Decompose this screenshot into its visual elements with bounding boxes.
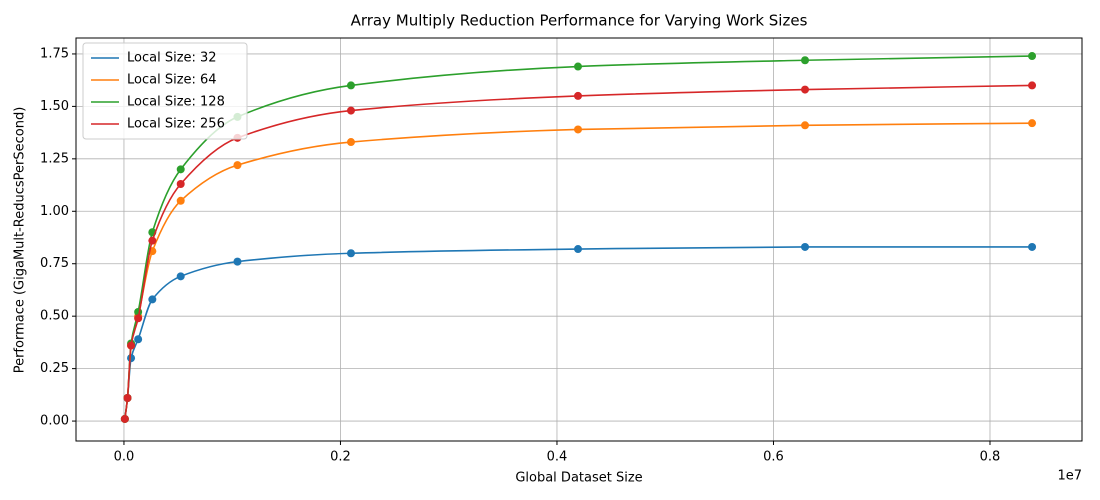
y-tick-label: 0.50 [40, 309, 69, 324]
plot-frame [75, 37, 1083, 442]
data-point [801, 242, 810, 251]
data-point [574, 125, 583, 134]
data-point [233, 257, 242, 266]
legend-label: Local Size: 256 [127, 117, 225, 132]
legend-label: Local Size: 64 [127, 73, 217, 88]
data-point [148, 295, 157, 304]
data-point [574, 245, 583, 254]
data-point [134, 314, 143, 323]
x-tick-label: 0.4 [547, 450, 568, 465]
legend-label: Local Size: 32 [127, 51, 217, 66]
data-point [801, 56, 810, 65]
y-tick-label: 0.00 [40, 414, 69, 429]
y-tick-label: 1.50 [40, 99, 69, 114]
data-point [176, 272, 185, 281]
legend: Local Size: 32 Local Size: 64 Local Size: … [82, 42, 248, 140]
data-point [346, 81, 355, 90]
x-tick-label: 0.8 [980, 450, 1001, 465]
data-point [127, 354, 136, 363]
data-point [120, 414, 129, 423]
data-point [123, 393, 132, 402]
y-tick-label: 1.00 [40, 204, 69, 219]
data-point [233, 161, 242, 170]
series-line [124, 122, 1033, 420]
y-tick-label: 0.75 [40, 256, 69, 271]
data-point [346, 106, 355, 115]
data-point [1028, 242, 1037, 251]
y-tick-label: 1.25 [40, 151, 69, 166]
data-point [176, 196, 185, 205]
data-point [1028, 119, 1037, 128]
data-point [574, 91, 583, 100]
series-line [124, 55, 1033, 420]
legend-box [82, 42, 248, 140]
data-point [801, 85, 810, 94]
series-line [124, 246, 1033, 420]
data-point [1028, 52, 1037, 61]
x-tick-label: 0.2 [330, 450, 351, 465]
data-point [346, 249, 355, 258]
x-tick-label: 0.6 [763, 450, 784, 465]
y-tick-label: 0.25 [40, 361, 69, 376]
y-tick-label: 1.75 [40, 46, 69, 61]
legend-label: Local Size: 128 [127, 95, 225, 110]
data-point [127, 341, 136, 350]
data-point [346, 138, 355, 147]
x-offset-label: 1e7 [1057, 469, 1082, 484]
data-point [1028, 81, 1037, 90]
y-axis-label: Performace (GigaMult-ReducsPerSecond) [13, 107, 28, 374]
x-axis-label: Global Dataset Size [515, 471, 642, 486]
data-point [801, 121, 810, 130]
data-point [134, 335, 143, 344]
data-point [574, 62, 583, 71]
data-point [176, 180, 185, 189]
chart-title: Array Multiply Reduction Performance for… [351, 12, 808, 30]
data-point [148, 236, 157, 245]
data-point [176, 165, 185, 174]
x-tick-label: 0.0 [114, 450, 135, 465]
